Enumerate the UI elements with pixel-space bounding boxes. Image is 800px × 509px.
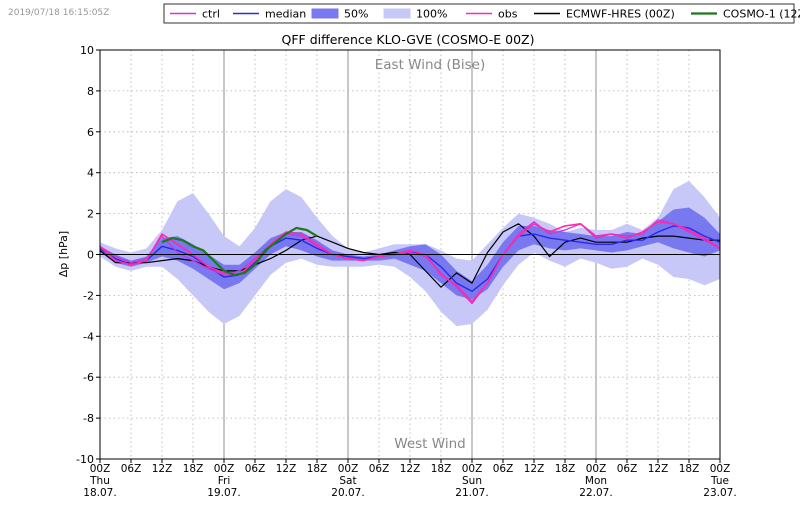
y-tick-label: 8 xyxy=(87,85,94,98)
x-tick-label: 06Z xyxy=(493,463,514,475)
legend-label: ctrl xyxy=(202,8,220,21)
series-line-obs xyxy=(99,221,721,303)
legend-label: 50% xyxy=(344,8,368,21)
x-tick-label: 06Z xyxy=(245,463,266,475)
y-tick-label: 4 xyxy=(87,167,94,180)
x-tick-label: 18Z xyxy=(307,463,328,475)
x-day-label: Sat xyxy=(339,475,356,487)
legend: ctrl median 50% 100% obs ECMWF-HRES (00Z) COSM… xyxy=(163,3,800,24)
y-tick-label: -6 xyxy=(83,371,94,384)
x-day-label: Thu xyxy=(89,475,110,487)
x-tick-label: 18Z xyxy=(555,463,576,475)
legend-label: 100% xyxy=(416,8,447,21)
y-axis-label: Δp [hPa] xyxy=(57,231,70,277)
legend-swatch xyxy=(383,8,411,19)
x-tick-label: 00Z xyxy=(338,463,359,475)
x-tick-label: 06Z xyxy=(121,463,142,475)
legend-label: obs xyxy=(498,8,518,21)
y-tick-label: -8 xyxy=(83,412,94,425)
band-50pct xyxy=(100,207,720,300)
y-tick-label: -4 xyxy=(83,330,94,343)
x-tick-label: 00Z xyxy=(462,463,483,475)
x-day-label: Mon xyxy=(585,475,607,487)
y-tick-label: 2 xyxy=(87,208,94,221)
x-day-label: Fri xyxy=(218,475,231,487)
series-line-cosmo-1-12z xyxy=(161,226,318,276)
y-axis: -10 -8 -6 -4 -2 0 2 4 6 8 10 xyxy=(76,44,100,466)
x-tick-label: 06Z xyxy=(369,463,390,475)
x-day-label: Tue xyxy=(710,475,729,487)
legend-label: COSMO-1 (12Z) xyxy=(723,8,800,21)
x-tick-label: 12Z xyxy=(524,463,545,475)
x-date-label: 19.07. xyxy=(207,487,240,499)
y-tick-label: 6 xyxy=(87,126,94,139)
x-day-label: Sun xyxy=(462,475,482,487)
x-date-label: 22.07. xyxy=(579,487,612,499)
y-tick-label: -10 xyxy=(76,453,94,466)
x-tick-label: 12Z xyxy=(648,463,669,475)
legend-label: median xyxy=(265,8,306,21)
x-tick-label: 18Z xyxy=(679,463,700,475)
y-tick-label: 0 xyxy=(87,249,94,262)
x-tick-label: 06Z xyxy=(617,463,638,475)
x-date-label: 23.07. xyxy=(703,487,736,499)
x-tick-label: 00Z xyxy=(710,463,731,475)
x-tick-label: 00Z xyxy=(586,463,607,475)
annotation-east-wind: East Wind (Bise) xyxy=(375,57,486,73)
x-tick-label: 00Z xyxy=(214,463,235,475)
x-date-label: 18.07. xyxy=(83,487,116,499)
legend-label: ECMWF-HRES (00Z) xyxy=(566,8,675,21)
x-tick-label: 12Z xyxy=(276,463,297,475)
x-date-label: 21.07. xyxy=(455,487,488,499)
timestamp: 2019/07/18 16:15:05Z xyxy=(8,8,109,18)
bands xyxy=(100,180,720,327)
y-tick-label: 10 xyxy=(80,44,94,57)
plot-area: East Wind (Bise) West Wind xyxy=(99,49,721,460)
x-tick-label: 12Z xyxy=(152,463,173,475)
chart-title: QFF difference KLO-GVE (COSMO-E 00Z) xyxy=(282,32,535,47)
x-tick-label: 18Z xyxy=(431,463,452,475)
x-tick-label: 12Z xyxy=(400,463,421,475)
x-date-label: 20.07. xyxy=(331,487,364,499)
annotation-west-wind: West Wind xyxy=(394,436,465,452)
x-tick-label: 00Z xyxy=(90,463,111,475)
legend-swatch xyxy=(311,8,339,19)
x-tick-label: 18Z xyxy=(183,463,204,475)
y-tick-label: -2 xyxy=(83,289,94,302)
